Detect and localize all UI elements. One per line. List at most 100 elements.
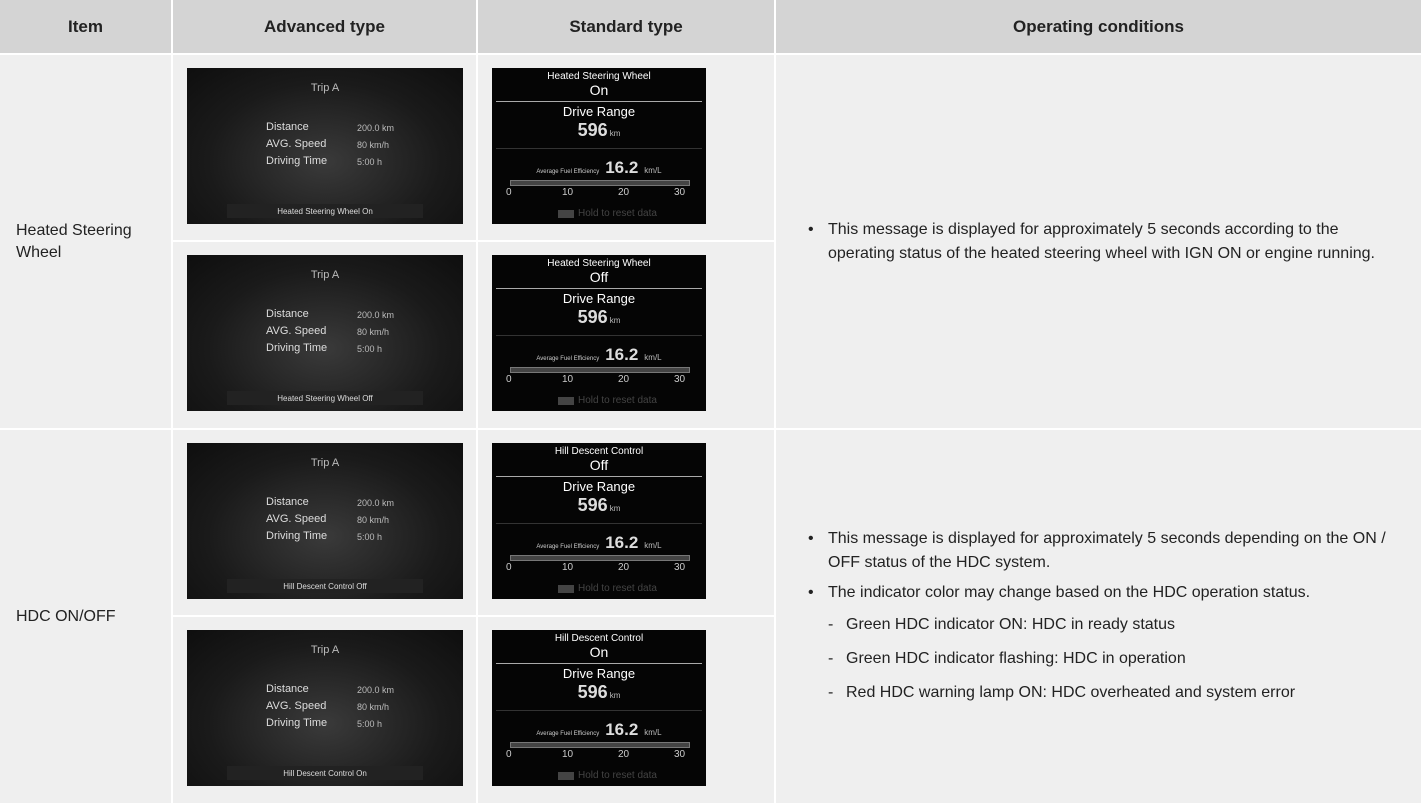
efficiency: Average Fuel Efficiency 16.2 km/L [492,158,706,178]
divider [496,663,702,664]
screen-state: Off [589,457,609,473]
range: 596 km [492,682,706,703]
reset-text: Hold to reset data [578,208,657,219]
trip-label: Driving Time [266,717,328,729]
trip-value: 80 km/h [357,140,390,150]
range-unit: km [609,129,621,138]
message: Hill Descent Control On [283,768,367,778]
efficiency-value: 16.2 [605,345,639,364]
gauge [510,367,690,373]
range-value: 596 [577,307,608,327]
message: Heated Steering Wheel Off [277,393,373,403]
header-advanced: Advanced type [173,0,476,53]
range-label: Drive Range [562,479,636,494]
gauge-label: 20 [618,562,630,573]
trip-label: Distance [266,496,309,508]
advanced-screen: Trip A Distance 200.0 km AVG. Speed 80 km/h D… [187,630,463,786]
trip-label: Driving Time [266,155,328,167]
advanced-cell: Trip A Distance 200.0 km AVG. Speed 80 km/h D… [173,617,476,803]
trip-value: 5:00 h [357,719,383,729]
divider [496,288,702,289]
bullet: This message is displayed for approximat… [806,527,1401,575]
conditions-cell: This message is displayed for approximat… [776,430,1421,803]
header-standard: Standard type [478,0,774,53]
efficiency-label: Average Fuel Efficiency [536,169,600,175]
standard-screen: Hill Descent Control Off Drive Range 596 km A… [492,443,706,599]
trip-title: Trip A [310,269,340,281]
header-conditions: Operating conditions [776,0,1421,53]
message: Heated Steering Wheel On [277,206,373,216]
divider [496,710,702,711]
efficiency-label: Average Fuel Efficiency [536,544,600,550]
range-label: Drive Range [562,666,636,681]
efficiency-unit: km/L [644,353,662,362]
efficiency-value: 16.2 [605,158,639,177]
trip-label: Driving Time [266,530,328,542]
message-bar: Heated Steering Wheel Off [227,391,423,405]
gauge-label: 10 [562,749,574,760]
gauge [510,555,690,561]
trip-label: AVG. Speed [266,700,327,712]
trip-value: 200.0 km [357,123,395,133]
efficiency: Average Fuel Efficiency 16.2 km/L [492,533,706,553]
range-value: 596 [577,120,608,140]
conditions-cell: This message is displayed for approximat… [776,55,1421,428]
screen-title: Hill Descent Control [554,633,644,644]
efficiency-label: Average Fuel Efficiency [536,356,600,362]
trip-value: 80 km/h [357,515,390,525]
reset-icon [558,585,574,593]
trip-value: 5:00 h [357,532,383,542]
screen-title: Heated Steering Wheel [547,71,651,82]
advanced-cell: Trip A Distance 200.0 km AVG. Speed 80 km/h D… [173,55,476,240]
message-bar: Heated Steering Wheel On [227,204,423,218]
reset-icon [558,772,574,780]
range-label: Drive Range [562,291,636,306]
range-value: 596 [577,495,608,515]
trip-title: Trip A [310,457,340,469]
efficiency: Average Fuel Efficiency 16.2 km/L [492,720,706,740]
advanced-screen: Trip A Distance 200.0 km AVG. Speed 80 km/h D… [187,68,463,224]
gauge-label: 10 [562,187,574,198]
divider [496,523,702,524]
sub-item: Red HDC warning lamp ON: HDC overheated … [806,681,1401,705]
trip-value: 200.0 km [357,685,395,695]
gauge [510,180,690,186]
gauge-label: 30 [674,749,686,760]
trip-title: Trip A [310,644,340,656]
bullet: This message is displayed for approximat… [806,218,1401,266]
divider [496,148,702,149]
item-cell: Heated Steering Wheel [0,55,171,428]
range: 596 km [492,307,706,328]
standard-cell: Hill Descent Control Off Drive Range 596 km A… [478,430,774,615]
sub-item: Green HDC indicator ON: HDC in ready sta… [806,613,1401,637]
efficiency-unit: km/L [644,541,662,550]
gauge-label: 0 [506,374,512,385]
range-value: 596 [577,682,608,702]
efficiency-unit: km/L [644,166,662,175]
reset-icon [558,210,574,218]
range-label: Drive Range [562,104,636,119]
screen-state: On [589,644,609,660]
trip-value: 200.0 km [357,310,395,320]
trip-label: Distance [266,308,309,320]
gauge-label: 10 [562,562,574,573]
gauge-label: 0 [506,749,512,760]
bullet: The indicator color may change based on … [806,581,1401,605]
standard-screen: Hill Descent Control On Drive Range 596 km Av… [492,630,706,786]
efficiency-value: 16.2 [605,720,639,739]
trip-value: 80 km/h [357,702,390,712]
gauge [510,742,690,748]
trip-value: 5:00 h [357,157,383,167]
advanced-cell: Trip A Distance 200.0 km AVG. Speed 80 km/h D… [173,430,476,615]
gauge-label: 30 [674,562,686,573]
reset-icon [558,397,574,405]
divider [496,476,702,477]
standard-screen: Heated Steering Wheel Off Drive Range 596 km… [492,255,706,411]
reset-text: Hold to reset data [578,583,657,594]
trip-value: 80 km/h [357,327,390,337]
message: Hill Descent Control Off [283,581,367,591]
trip-label: Distance [266,683,309,695]
reset-text: Hold to reset data [578,770,657,781]
gauge-label: 30 [674,187,686,198]
